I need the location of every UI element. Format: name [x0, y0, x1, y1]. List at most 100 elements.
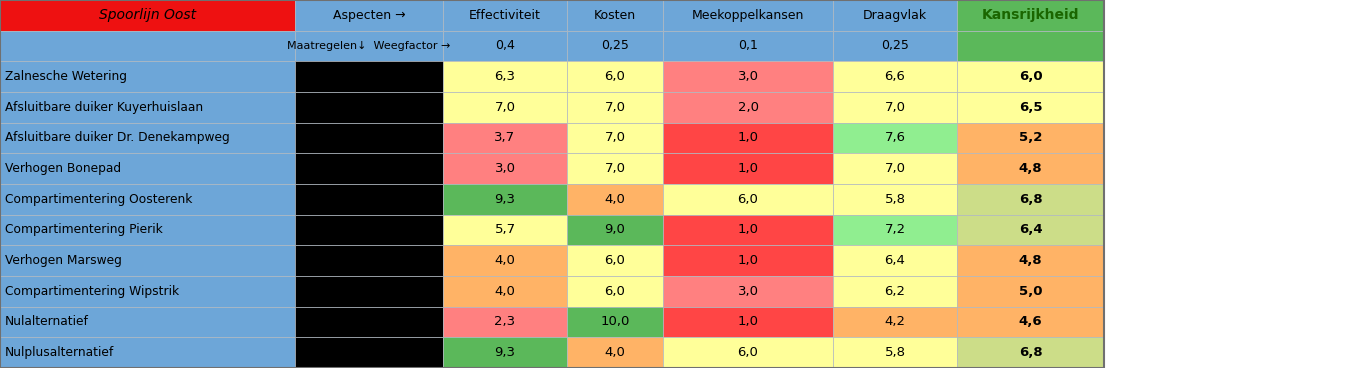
Text: Kosten: Kosten	[595, 9, 636, 22]
Bar	[663, 307, 833, 337]
Text: 0,1: 0,1	[738, 39, 758, 53]
Bar	[958, 184, 1104, 215]
Bar	[958, 307, 1104, 337]
Bar	[958, 337, 1104, 368]
Text: 4,0: 4,0	[604, 193, 626, 206]
Text: Verhogen Marsweg: Verhogen Marsweg	[5, 254, 122, 267]
Bar	[443, 276, 567, 307]
Text: Compartimentering Oosterenk: Compartimentering Oosterenk	[5, 193, 192, 206]
Text: Nulplusalternatief: Nulplusalternatief	[5, 346, 114, 359]
Text: Meekoppelkansen: Meekoppelkansen	[692, 9, 804, 22]
Bar	[443, 92, 567, 123]
Bar	[295, 245, 443, 276]
Bar	[0, 307, 295, 337]
Bar	[567, 92, 663, 123]
Bar	[0, 184, 295, 215]
Text: 6,2: 6,2	[885, 285, 906, 298]
Text: 9,0: 9,0	[604, 223, 626, 237]
Text: 5,2: 5,2	[1019, 131, 1043, 145]
Text: 5,8: 5,8	[885, 346, 906, 359]
Text: Compartimentering Pierik: Compartimentering Pierik	[5, 223, 163, 237]
Bar	[0, 31, 295, 61]
Bar	[0, 123, 295, 153]
Text: 5,0: 5,0	[1019, 285, 1043, 298]
Bar	[958, 61, 1104, 92]
Bar	[0, 0, 295, 31]
Text: 6,0: 6,0	[737, 346, 759, 359]
Bar	[443, 245, 567, 276]
Text: 6,8: 6,8	[1019, 346, 1043, 359]
Text: 0,25: 0,25	[881, 39, 908, 53]
Text: Maatregelen↓  Weegfactor →: Maatregelen↓ Weegfactor →	[288, 41, 451, 51]
Text: 7,2: 7,2	[885, 223, 906, 237]
Text: 6,3: 6,3	[495, 70, 515, 83]
Text: Compartimentering Wipstrik: Compartimentering Wipstrik	[5, 285, 179, 298]
Bar	[833, 184, 958, 215]
Bar	[663, 337, 833, 368]
Bar	[833, 276, 958, 307]
Bar	[0, 61, 295, 92]
Text: 4,8: 4,8	[1019, 162, 1043, 175]
Bar	[295, 153, 443, 184]
Text: 7,6: 7,6	[885, 131, 906, 145]
Text: 4,2: 4,2	[885, 315, 906, 329]
Text: 4,0: 4,0	[495, 285, 515, 298]
Bar	[567, 245, 663, 276]
Bar	[295, 337, 443, 368]
Bar	[295, 0, 443, 31]
Text: Spoorlijn Oost: Spoorlijn Oost	[99, 8, 196, 22]
Text: Afsluitbare duiker Dr. Denekampweg: Afsluitbare duiker Dr. Denekampweg	[5, 131, 230, 145]
Bar	[833, 0, 958, 31]
Text: 6,0: 6,0	[604, 285, 626, 298]
Bar	[295, 61, 443, 92]
Bar	[833, 245, 958, 276]
Text: 1,0: 1,0	[737, 254, 759, 267]
Text: 4,0: 4,0	[604, 346, 626, 359]
Text: 3,7: 3,7	[495, 131, 515, 145]
Text: 1,0: 1,0	[737, 162, 759, 175]
Bar	[0, 153, 295, 184]
Bar	[833, 215, 958, 245]
Bar	[567, 307, 663, 337]
Bar	[833, 337, 958, 368]
Text: 6,5: 6,5	[1019, 101, 1043, 114]
Bar	[663, 92, 833, 123]
Text: Effectiviteit: Effectiviteit	[469, 9, 541, 22]
Bar	[443, 0, 567, 31]
Bar	[295, 92, 443, 123]
Bar	[443, 184, 567, 215]
Bar	[567, 276, 663, 307]
Text: 6,6: 6,6	[885, 70, 906, 83]
Bar	[0, 276, 295, 307]
Text: 6,4: 6,4	[885, 254, 906, 267]
Text: 0,25: 0,25	[601, 39, 629, 53]
Bar	[663, 215, 833, 245]
Text: 0,4: 0,4	[495, 39, 515, 53]
Text: Kansrijkheid: Kansrijkheid	[982, 8, 1080, 22]
Text: 1,0: 1,0	[737, 223, 759, 237]
Text: 1,0: 1,0	[737, 131, 759, 145]
Text: 7,0: 7,0	[604, 162, 626, 175]
Text: 6,8: 6,8	[1019, 193, 1043, 206]
Bar	[443, 337, 567, 368]
Bar	[443, 123, 567, 153]
Text: 5,7: 5,7	[495, 223, 515, 237]
Text: 10,0: 10,0	[600, 315, 630, 329]
Bar	[0, 337, 295, 368]
Bar	[663, 123, 833, 153]
Bar	[443, 61, 567, 92]
Bar	[567, 0, 663, 31]
Text: 3,0: 3,0	[737, 70, 759, 83]
Bar	[833, 307, 958, 337]
Text: 6,0: 6,0	[737, 193, 759, 206]
Text: 4,0: 4,0	[495, 254, 515, 267]
Bar	[958, 123, 1104, 153]
Bar	[567, 61, 663, 92]
Bar	[567, 215, 663, 245]
Text: Aspecten →: Aspecten →	[333, 9, 406, 22]
Bar	[443, 153, 567, 184]
Bar	[833, 153, 958, 184]
Text: 7,0: 7,0	[495, 101, 515, 114]
Text: 1,0: 1,0	[737, 315, 759, 329]
Text: Draagvlak: Draagvlak	[863, 9, 927, 22]
